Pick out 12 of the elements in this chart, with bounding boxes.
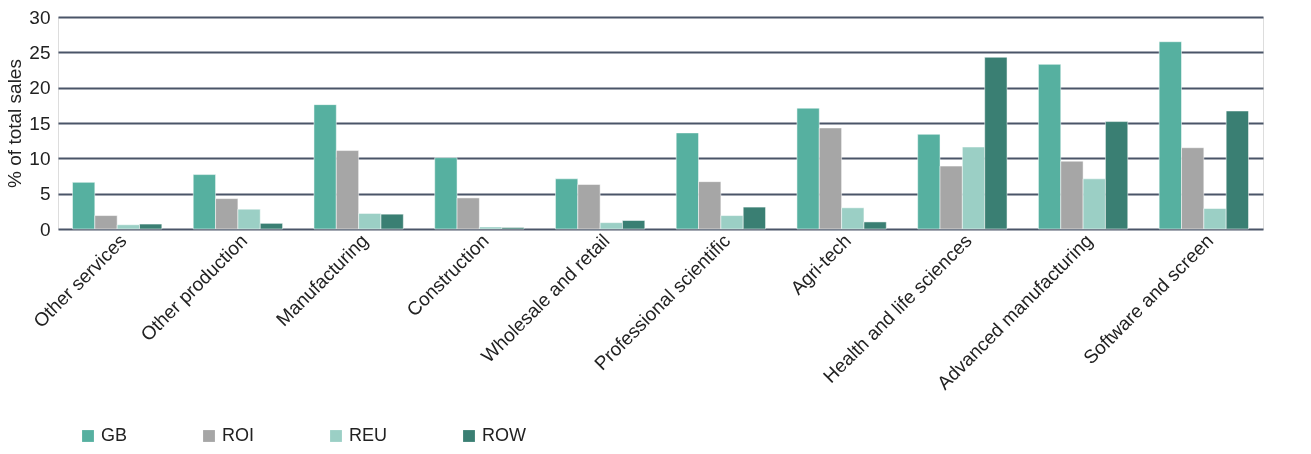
y-tick-label: 25 (29, 41, 51, 63)
y-tick-label: 30 (29, 6, 51, 28)
legend-label: ROW (482, 425, 526, 445)
y-tick-label: 0 (39, 218, 51, 240)
y-tick-label: 5 (39, 183, 51, 205)
legend-label: GB (101, 425, 128, 445)
legend-label: REU (349, 425, 388, 445)
y-tick-label: 10 (29, 147, 51, 169)
y-axis-title: % of total sales (4, 59, 26, 188)
y-tick-label: 20 (29, 77, 51, 99)
y-tick-label: 15 (29, 112, 51, 134)
legend-label: ROI (222, 425, 255, 445)
